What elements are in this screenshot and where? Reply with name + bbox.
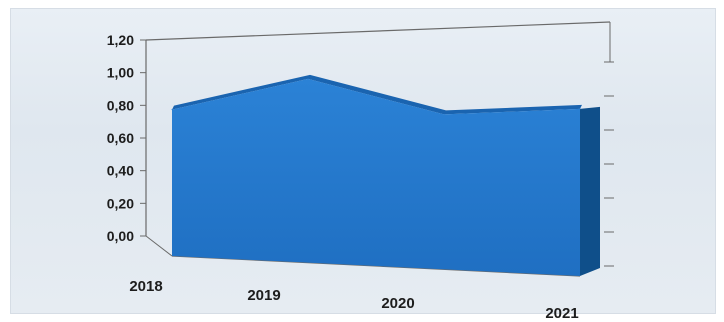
y-tick-label: 0,80 xyxy=(107,97,134,113)
data-point xyxy=(579,108,581,110)
x-tick-label: 2021 xyxy=(545,305,578,322)
x-tick-label: 2019 xyxy=(247,287,280,304)
y-tick-label: 1,00 xyxy=(107,65,134,81)
data-point xyxy=(307,78,309,80)
y-tick-label: 1,20 xyxy=(107,32,134,48)
back-top-edge xyxy=(145,21,611,41)
area-front-face xyxy=(172,78,580,276)
floor-left-edge xyxy=(145,235,173,257)
data-point xyxy=(171,109,173,111)
area-side-face xyxy=(580,106,600,276)
y-tick-label: 0,00 xyxy=(107,228,134,244)
y-tick-label: 0,20 xyxy=(107,195,134,211)
y-tick-label: 0,60 xyxy=(107,130,134,146)
x-tick-label: 2018 xyxy=(129,278,162,295)
y-tick-label: 0,40 xyxy=(107,163,134,179)
area-top-face xyxy=(172,74,582,115)
x-tick-label: 2020 xyxy=(381,295,414,312)
data-point xyxy=(443,113,445,115)
